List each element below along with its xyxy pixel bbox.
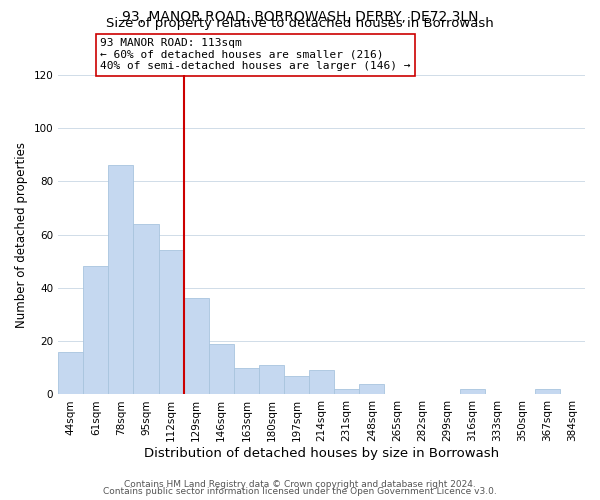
Bar	[309, 370, 334, 394]
Bar	[284, 376, 309, 394]
Bar	[234, 368, 259, 394]
Bar	[535, 389, 560, 394]
Text: Contains public sector information licensed under the Open Government Licence v3: Contains public sector information licen…	[103, 487, 497, 496]
Bar	[58, 352, 83, 395]
Text: 93 MANOR ROAD: 113sqm
← 60% of detached houses are smaller (216)
40% of semi-det: 93 MANOR ROAD: 113sqm ← 60% of detached …	[100, 38, 411, 72]
Bar	[83, 266, 109, 394]
X-axis label: Distribution of detached houses by size in Borrowash: Distribution of detached houses by size …	[144, 447, 499, 460]
Text: Size of property relative to detached houses in Borrowash: Size of property relative to detached ho…	[106, 18, 494, 30]
Bar	[158, 250, 184, 394]
Bar	[334, 389, 359, 394]
Bar	[184, 298, 209, 394]
Bar	[133, 224, 158, 394]
Text: 93, MANOR ROAD, BORROWASH, DERBY, DE72 3LN: 93, MANOR ROAD, BORROWASH, DERBY, DE72 3…	[122, 10, 478, 24]
Bar	[109, 165, 133, 394]
Text: Contains HM Land Registry data © Crown copyright and database right 2024.: Contains HM Land Registry data © Crown c…	[124, 480, 476, 489]
Bar	[209, 344, 234, 395]
Bar	[259, 365, 284, 394]
Bar	[460, 389, 485, 394]
Bar	[359, 384, 385, 394]
Y-axis label: Number of detached properties: Number of detached properties	[15, 142, 28, 328]
